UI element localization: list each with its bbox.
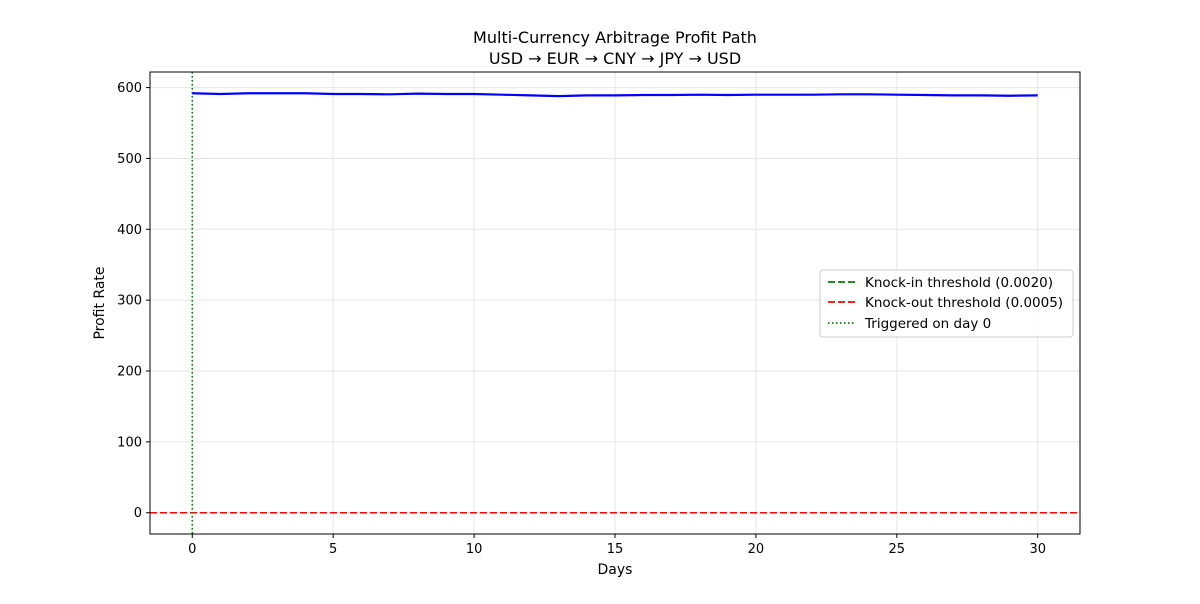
y-tick-label: 300: [117, 294, 142, 309]
x-tick-label: 0: [188, 542, 196, 557]
x-tick-label: 30: [1029, 542, 1046, 557]
y-tick-label: 600: [117, 81, 142, 96]
legend-knock-in-label: Knock-in threshold (0.0020): [865, 275, 1053, 291]
series-layer: [192, 92, 1038, 98]
x-tick-label: 10: [466, 542, 483, 557]
legend-knock-out-label: Knock-out threshold (0.0005): [865, 295, 1063, 311]
x-tick-label: 15: [607, 542, 624, 557]
y-tick-label: 200: [117, 365, 142, 380]
reference-lines: [150, 72, 1080, 534]
legend: Knock-in threshold (0.0020) Knock-out th…: [819, 269, 1074, 338]
y-tick-label: 100: [117, 435, 142, 450]
x-tick-label: 5: [329, 542, 337, 557]
profit-rate-line: [192, 92, 1038, 98]
y-axis-ticks: 0 100 200 300 400 500 600: [117, 81, 150, 521]
x-axis-ticks: 0 5 10 15 20 25 30: [188, 534, 1046, 557]
y-tick-label: 400: [117, 223, 142, 238]
chart-title: Multi-Currency Arbitrage Profit Path: [473, 28, 757, 47]
y-axis-label: Profit Rate: [92, 266, 108, 339]
y-tick-label: 0: [134, 506, 142, 521]
x-tick-label: 20: [748, 542, 765, 557]
y-tick-label: 500: [117, 152, 142, 167]
chart-subtitle: USD → EUR → CNY → JPY → USD: [489, 49, 741, 68]
legend-box: [819, 269, 1074, 338]
legend-trigger-label: Triggered on day 0: [864, 316, 991, 332]
x-axis-label: Days: [598, 562, 633, 578]
x-tick-label: 25: [889, 542, 906, 557]
